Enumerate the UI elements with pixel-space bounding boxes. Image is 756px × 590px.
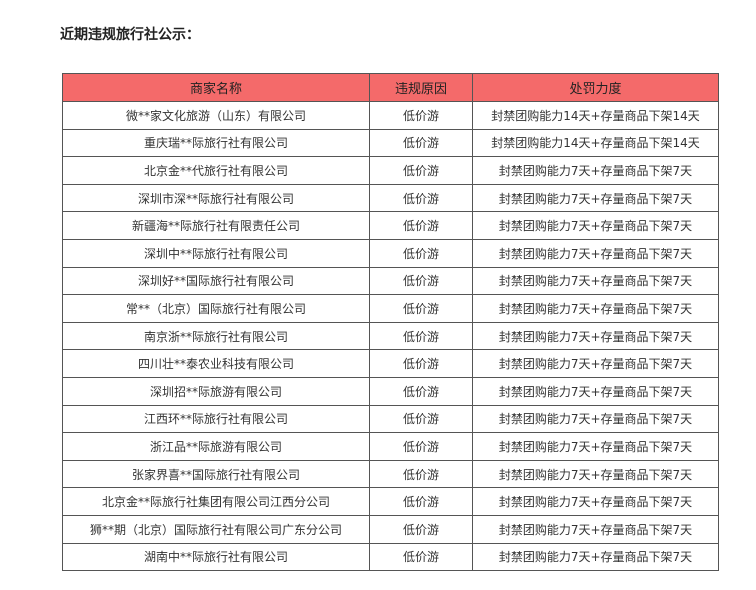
violations-table: 商家名称 违规原因 处罚力度 微**家文化旅游（山东）有限公司 低价游 封禁团购能力…: [62, 73, 719, 572]
cell-penalty: 封禁团购能力7天+存量商品下架7天: [472, 349, 719, 378]
cell-violation-reason: 低价游: [369, 156, 473, 185]
cell-violation-reason: 低价游: [369, 349, 473, 378]
table-row: 深圳市深**际旅行社有限公司 低价游 封禁团购能力7天+存量商品下架7天: [62, 183, 719, 213]
cell-penalty: 封禁团购能力14天+存量商品下架14天: [472, 128, 719, 158]
table-row: 新疆海**际旅行社有限责任公司 低价游 封禁团购能力7天+存量商品下架7天: [62, 211, 719, 240]
cell-penalty: 封禁团购能力7天+存量商品下架7天: [472, 156, 719, 185]
cell-penalty: 封禁团购能力7天+存量商品下架7天: [472, 321, 719, 351]
table-row: 南京浙**际旅行社有限公司 低价游 封禁团购能力7天+存量商品下架7天: [62, 321, 719, 351]
table-row: 四川壮**泰农业科技有限公司 低价游 封禁团购能力7天+存量商品下架7天: [62, 349, 719, 378]
cell-violation-reason: 低价游: [369, 514, 473, 544]
cell-merchant-name: 江西环**际旅行社有限公司: [62, 404, 370, 434]
cell-violation-reason: 低价游: [369, 321, 473, 351]
cell-penalty: 封禁团购能力7天+存量商品下架7天: [472, 542, 719, 572]
table-row: 狮**期（北京）国际旅行社有限公司广东分公司 低价游 封禁团购能力7天+存量商品下架…: [62, 514, 719, 544]
cell-penalty: 封禁团购能力7天+存量商品下架7天: [472, 211, 719, 240]
cell-violation-reason: 低价游: [369, 542, 473, 572]
cell-merchant-name: 南京浙**际旅行社有限公司: [62, 321, 370, 351]
cell-merchant-name: 深圳中**际旅行社有限公司: [62, 238, 370, 268]
table-body: 微**家文化旅游（山东）有限公司 低价游 封禁团购能力14天+存量商品下架14天 重庆…: [62, 101, 719, 572]
table-row: 浙江品**际旅游有限公司 低价游 封禁团购能力7天+存量商品下架7天: [62, 432, 719, 461]
table-row: 北京金**际旅行社集团有限公司江西分公司 低价游 封禁团购能力7天+存量商品下架7天: [62, 487, 719, 516]
cell-merchant-name: 微**家文化旅游（山东）有限公司: [62, 101, 370, 130]
cell-merchant-name: 深圳招**际旅游有限公司: [62, 376, 370, 406]
cell-violation-reason: 低价游: [369, 459, 473, 489]
cell-merchant-name: 浙江品**际旅游有限公司: [62, 432, 370, 461]
header-penalty: 处罚力度: [472, 73, 719, 102]
table-header-row: 商家名称 违规原因 处罚力度: [62, 73, 719, 102]
page-title: 近期违规旅行社公示：: [60, 27, 200, 43]
table-row: 深圳中**际旅行社有限公司 低价游 封禁团购能力7天+存量商品下架7天: [62, 238, 719, 268]
cell-violation-reason: 低价游: [369, 128, 473, 158]
cell-merchant-name: 狮**期（北京）国际旅行社有限公司广东分公司: [62, 514, 370, 544]
cell-merchant-name: 湖南中**际旅行社有限公司: [62, 542, 370, 572]
cell-penalty: 封禁团购能力7天+存量商品下架7天: [472, 514, 719, 544]
cell-merchant-name: 常**（北京）国际旅行社有限公司: [62, 294, 370, 323]
cell-merchant-name: 张家界喜**国际旅行社有限公司: [62, 459, 370, 489]
cell-merchant-name: 深圳好**国际旅行社有限公司: [62, 266, 370, 296]
cell-penalty: 封禁团购能力7天+存量商品下架7天: [472, 376, 719, 406]
cell-penalty: 封禁团购能力7天+存量商品下架7天: [472, 266, 719, 296]
cell-penalty: 封禁团购能力7天+存量商品下架7天: [472, 487, 719, 516]
cell-penalty: 封禁团购能力7天+存量商品下架7天: [472, 404, 719, 434]
cell-violation-reason: 低价游: [369, 238, 473, 268]
cell-violation-reason: 低价游: [369, 211, 473, 240]
table-row: 微**家文化旅游（山东）有限公司 低价游 封禁团购能力14天+存量商品下架14天: [62, 101, 719, 130]
table-row: 深圳好**国际旅行社有限公司 低价游 封禁团购能力7天+存量商品下架7天: [62, 266, 719, 296]
table-row: 北京金**代旅行社有限公司 低价游 封禁团购能力7天+存量商品下架7天: [62, 156, 719, 185]
cell-violation-reason: 低价游: [369, 101, 473, 130]
cell-penalty: 封禁团购能力14天+存量商品下架14天: [472, 101, 719, 130]
table-row: 湖南中**际旅行社有限公司 低价游 封禁团购能力7天+存量商品下架7天: [62, 542, 719, 572]
cell-penalty: 封禁团购能力7天+存量商品下架7天: [472, 459, 719, 489]
table-row: 重庆瑞**际旅行社有限公司 低价游 封禁团购能力14天+存量商品下架14天: [62, 128, 719, 158]
table-row: 张家界喜**国际旅行社有限公司 低价游 封禁团购能力7天+存量商品下架7天: [62, 459, 719, 489]
table-row: 江西环**际旅行社有限公司 低价游 封禁团购能力7天+存量商品下架7天: [62, 404, 719, 434]
cell-merchant-name: 重庆瑞**际旅行社有限公司: [62, 128, 370, 158]
cell-merchant-name: 四川壮**泰农业科技有限公司: [62, 349, 370, 378]
cell-penalty: 封禁团购能力7天+存量商品下架7天: [472, 294, 719, 323]
cell-violation-reason: 低价游: [369, 183, 473, 213]
cell-violation-reason: 低价游: [369, 376, 473, 406]
table-row: 深圳招**际旅游有限公司 低价游 封禁团购能力7天+存量商品下架7天: [62, 376, 719, 406]
cell-violation-reason: 低价游: [369, 266, 473, 296]
cell-violation-reason: 低价游: [369, 294, 473, 323]
header-violation-reason: 违规原因: [369, 73, 473, 102]
cell-violation-reason: 低价游: [369, 432, 473, 461]
cell-merchant-name: 北京金**际旅行社集团有限公司江西分公司: [62, 487, 370, 516]
header-merchant-name: 商家名称: [62, 73, 370, 102]
cell-violation-reason: 低价游: [369, 404, 473, 434]
cell-penalty: 封禁团购能力7天+存量商品下架7天: [472, 238, 719, 268]
cell-merchant-name: 新疆海**际旅行社有限责任公司: [62, 211, 370, 240]
cell-violation-reason: 低价游: [369, 487, 473, 516]
cell-merchant-name: 北京金**代旅行社有限公司: [62, 156, 370, 185]
cell-penalty: 封禁团购能力7天+存量商品下架7天: [472, 183, 719, 213]
cell-penalty: 封禁团购能力7天+存量商品下架7天: [472, 432, 719, 461]
table-row: 常**（北京）国际旅行社有限公司 低价游 封禁团购能力7天+存量商品下架7天: [62, 294, 719, 323]
cell-merchant-name: 深圳市深**际旅行社有限公司: [62, 183, 370, 213]
